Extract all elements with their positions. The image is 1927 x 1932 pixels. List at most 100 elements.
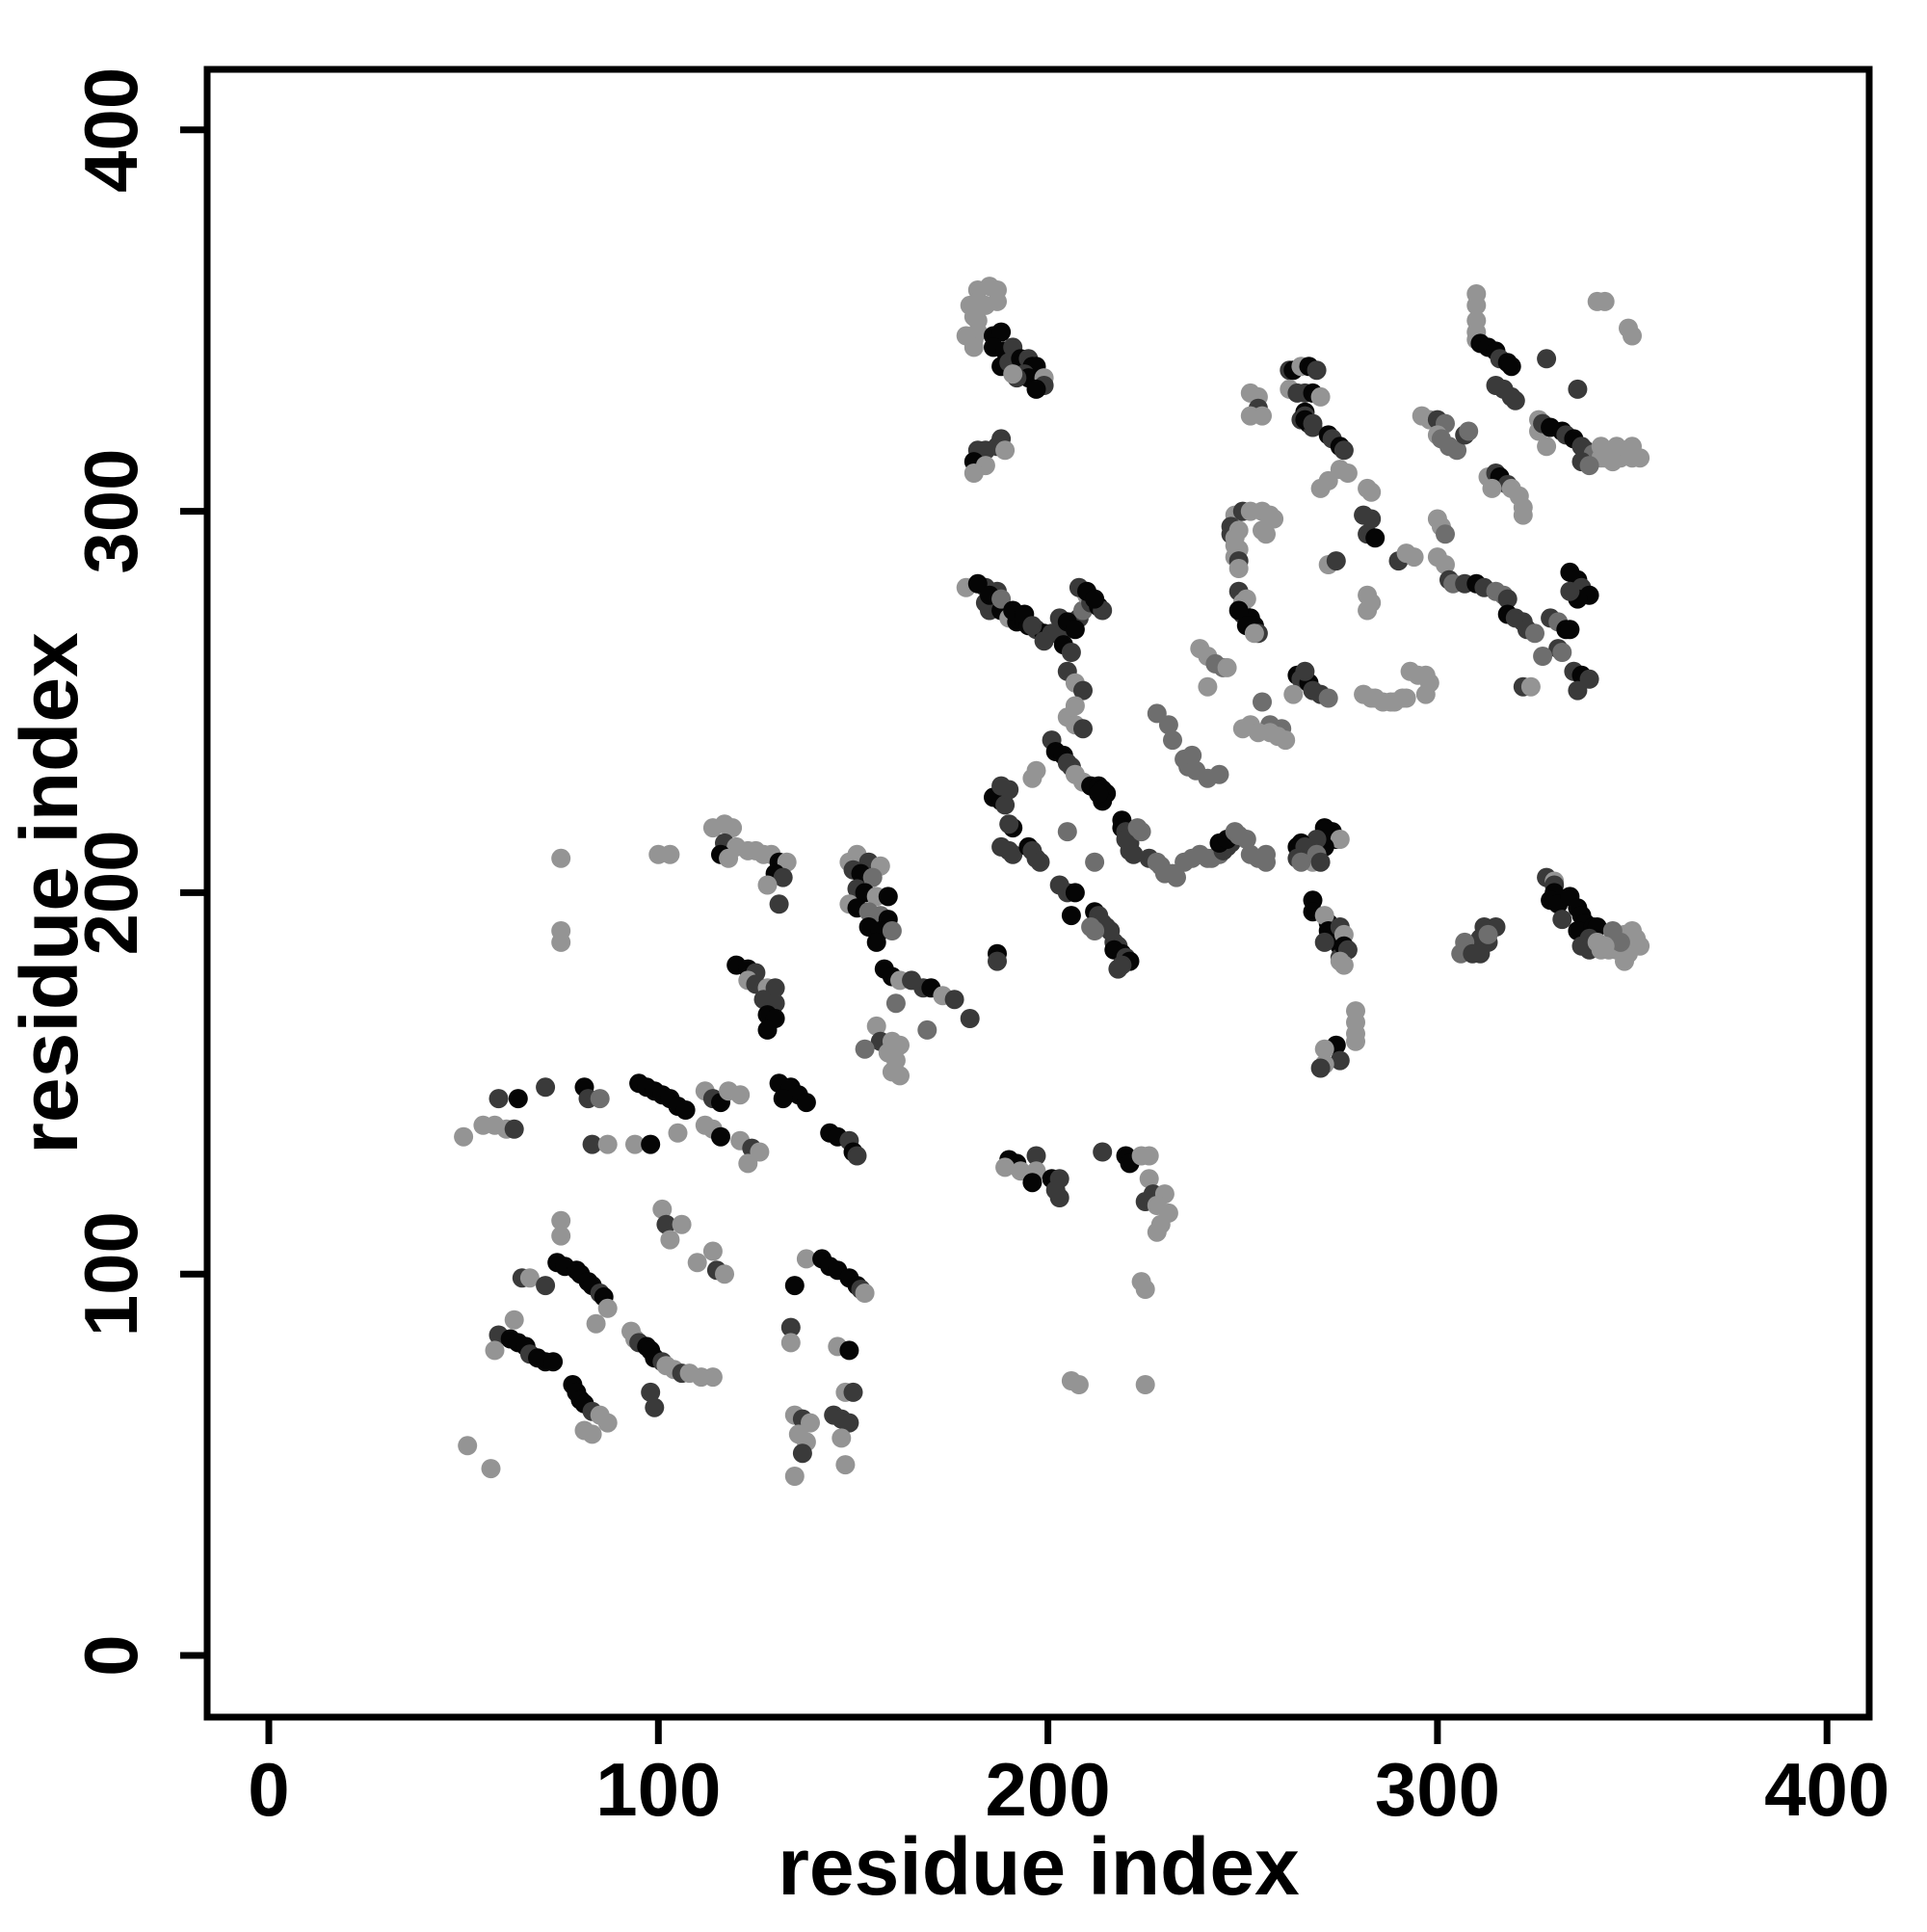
data-point — [1228, 559, 1249, 578]
data-point — [1256, 852, 1276, 872]
data-point — [1093, 1142, 1113, 1162]
data-point — [1436, 524, 1455, 544]
data-point — [1123, 844, 1144, 864]
data-point — [1147, 1222, 1167, 1242]
data-point — [1404, 547, 1424, 568]
data-point — [656, 1214, 676, 1234]
data-point — [660, 844, 680, 864]
data-point — [1520, 676, 1541, 697]
x-tick-label: 400 — [1764, 1747, 1889, 1832]
data-point — [590, 1089, 610, 1109]
data-point — [917, 1019, 937, 1040]
data-point — [1623, 326, 1642, 346]
data-point — [1158, 715, 1178, 735]
data-point — [641, 1382, 661, 1402]
data-point — [784, 1467, 805, 1486]
x-tick-label: 300 — [1375, 1747, 1500, 1832]
data-point — [473, 1115, 493, 1135]
data-point — [660, 1230, 680, 1250]
data-point — [1182, 745, 1202, 765]
data-point — [1139, 1146, 1159, 1166]
data-point — [1291, 852, 1311, 872]
data-point — [1330, 830, 1350, 849]
data-point — [862, 867, 883, 887]
data-point — [964, 337, 984, 357]
data-point — [1073, 680, 1093, 701]
data-point — [1314, 1039, 1334, 1059]
data-point — [839, 1340, 859, 1361]
data-point — [1065, 620, 1085, 640]
data-point — [1482, 478, 1502, 498]
data-point — [1310, 478, 1331, 498]
data-point — [878, 887, 898, 907]
data-point — [1139, 1169, 1159, 1189]
data-point — [988, 291, 1007, 311]
data-point — [1049, 1188, 1069, 1207]
data-point — [1497, 589, 1518, 609]
data-point — [1085, 921, 1105, 940]
data-point — [1501, 357, 1521, 377]
data-point — [672, 1214, 692, 1234]
data-point — [1073, 719, 1093, 739]
x-tick-label: 0 — [248, 1747, 289, 1832]
data-point — [1026, 1146, 1046, 1166]
data-point — [458, 1436, 478, 1456]
data-point — [1276, 730, 1296, 751]
data-point — [1295, 661, 1315, 681]
data-point — [1337, 463, 1358, 483]
data-point — [1003, 844, 1023, 864]
data-point — [1436, 555, 1455, 574]
data-point — [1228, 600, 1249, 621]
data-point — [723, 818, 743, 838]
data-point — [687, 1253, 707, 1273]
data-point — [964, 463, 984, 483]
data-point — [995, 795, 1016, 815]
data-point — [1595, 291, 1615, 311]
data-point — [1568, 379, 1588, 399]
data-point — [488, 1089, 509, 1109]
data-point — [504, 1119, 524, 1139]
data-point — [1217, 657, 1237, 677]
y-tick-label: 100 — [68, 1211, 153, 1337]
y-tick-label: 400 — [68, 67, 153, 193]
data-point — [1061, 906, 1081, 926]
data-point — [866, 1016, 886, 1036]
data-point — [1069, 1375, 1089, 1394]
data-point — [1003, 364, 1023, 384]
data-point — [1568, 680, 1588, 701]
data-point — [536, 1276, 556, 1296]
points-layer — [454, 277, 1650, 1486]
x-axis-title: residue index — [778, 1821, 1300, 1912]
data-point — [625, 1134, 645, 1154]
data-point — [1022, 768, 1043, 788]
plot-border — [203, 66, 1873, 1721]
data-point — [1209, 764, 1229, 784]
data-point — [504, 1310, 524, 1330]
data-point — [738, 1153, 758, 1174]
data-point — [1022, 616, 1043, 636]
data-point — [960, 1009, 980, 1028]
data-point — [1034, 631, 1054, 651]
data-point — [1256, 524, 1276, 544]
data-point — [1459, 421, 1479, 441]
data-point — [1346, 1031, 1365, 1051]
data-point — [730, 1085, 751, 1105]
data-point — [551, 1210, 571, 1231]
data-point — [1623, 437, 1642, 457]
data-point — [1330, 1050, 1350, 1071]
data-point — [839, 1413, 859, 1433]
data-point — [1108, 959, 1128, 979]
data-point — [1615, 951, 1634, 971]
data-point — [1310, 386, 1331, 407]
data-point — [1253, 406, 1272, 426]
data-point — [882, 921, 902, 940]
data-point — [944, 990, 964, 1010]
data-point — [780, 1317, 801, 1337]
data-point — [1365, 528, 1386, 548]
data-point — [1167, 867, 1186, 887]
x-tick-label: 200 — [986, 1747, 1111, 1832]
data-point — [757, 875, 778, 895]
data-point — [586, 1313, 606, 1334]
data-point — [1314, 932, 1334, 952]
